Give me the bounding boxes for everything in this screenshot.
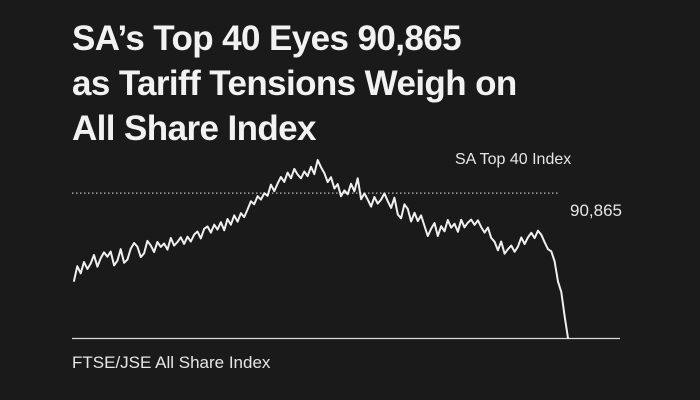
reference-value-label: 90,865 [570, 201, 622, 220]
series-line-sa-top-40 [73, 159, 569, 339]
headline-line-3: All Share Index [72, 109, 316, 148]
headline-line-1: SA’s Top 40 Eyes 90,865 [72, 19, 462, 58]
headline: SA’s Top 40 Eyes 90,865 as Tariff Tensio… [72, 16, 672, 151]
x-axis-label: FTSE/JSE All Share Index [72, 353, 271, 372]
series-label: SA Top 40 Index [455, 151, 572, 168]
headline-line-2: as Tariff Tensions Weigh on [72, 64, 517, 103]
